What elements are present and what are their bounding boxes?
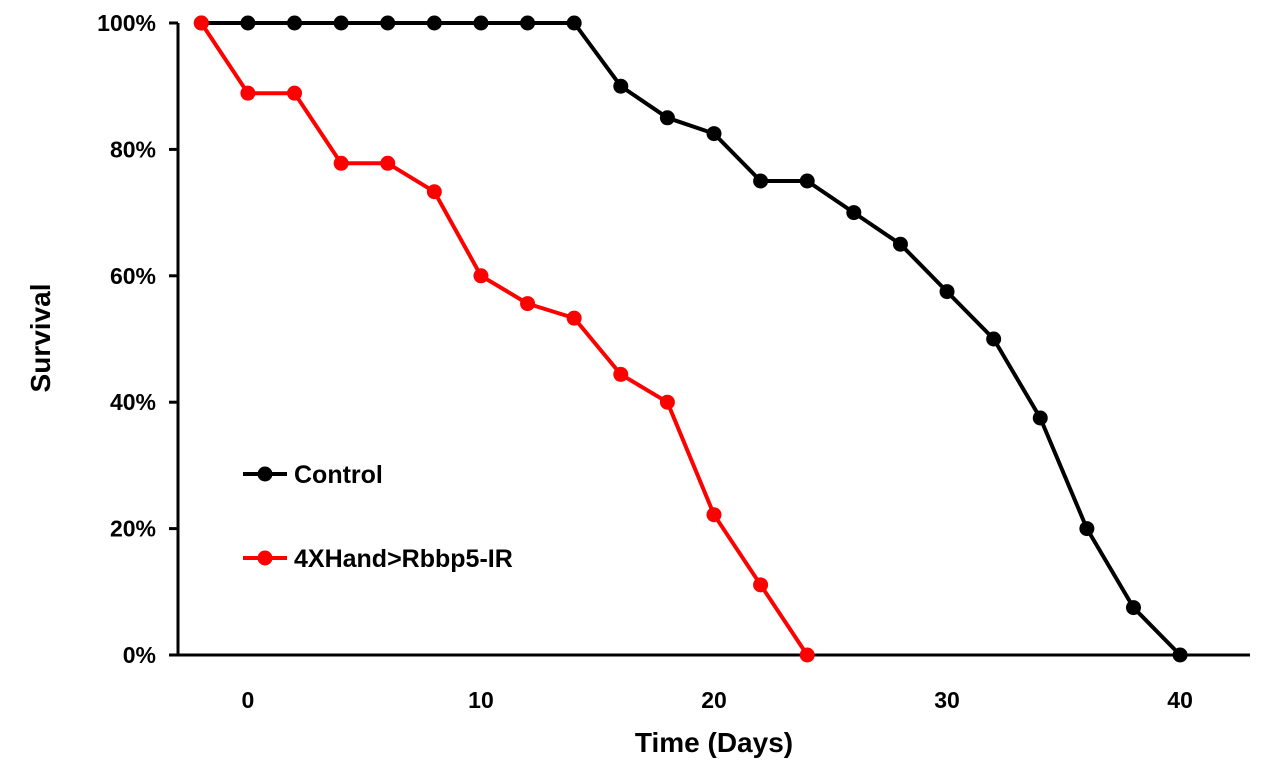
- series-0: [193, 15, 1188, 663]
- data-point: [799, 173, 815, 189]
- data-point: [193, 15, 209, 31]
- data-point: [426, 184, 442, 200]
- data-point: [753, 173, 769, 189]
- series: [193, 15, 1188, 663]
- data-point: [380, 155, 396, 171]
- x-tick-label: 40: [1167, 687, 1193, 713]
- data-point: [799, 647, 815, 663]
- x-tick-label: 30: [934, 687, 960, 713]
- data-point: [566, 15, 582, 31]
- axes: [176, 23, 1250, 657]
- x-tick-label: 0: [242, 687, 255, 713]
- data-point: [380, 15, 396, 31]
- data-point: [287, 85, 303, 101]
- y-tick-label: 100%: [97, 10, 156, 36]
- data-point: [287, 15, 303, 31]
- data-point: [1079, 521, 1095, 537]
- data-point: [986, 331, 1002, 347]
- data-point: [659, 394, 675, 410]
- data-point: [659, 110, 675, 126]
- data-point: [1172, 647, 1188, 663]
- x-tick-label: 20: [701, 687, 727, 713]
- legend: Control 4XHand>Rbbp5-IR: [243, 461, 513, 573]
- ticks: 0% 20% 40% 60% 80% 100% 0 10 20 30 40: [97, 10, 1193, 713]
- legend-marker: [257, 550, 273, 566]
- data-point: [892, 236, 908, 252]
- data-point: [426, 15, 442, 31]
- data-point: [939, 284, 955, 300]
- series-line: [199, 21, 809, 657]
- series-line: [201, 21, 1182, 657]
- data-point: [706, 126, 722, 142]
- data-point: [846, 205, 862, 221]
- data-point: [240, 85, 256, 101]
- series-1: [193, 15, 815, 663]
- data-point: [706, 507, 722, 523]
- y-tick-label: 40%: [110, 389, 156, 415]
- data-point: [613, 366, 629, 382]
- legend-label: Control: [294, 461, 383, 489]
- data-point: [520, 15, 536, 31]
- x-tick-label: 10: [468, 687, 494, 713]
- y-tick-label: 80%: [110, 136, 156, 162]
- legend-marker: [257, 466, 273, 482]
- data-point: [333, 15, 349, 31]
- y-tick-label: 20%: [110, 516, 156, 542]
- data-point: [333, 155, 349, 171]
- data-point: [240, 15, 256, 31]
- data-point: [1125, 600, 1141, 616]
- legend-item: Control: [243, 461, 383, 489]
- legend-item: 4XHand>Rbbp5-IR: [243, 545, 513, 573]
- x-axis-title: Time (Days): [635, 727, 793, 758]
- y-tick-label: 60%: [110, 263, 156, 289]
- data-point: [566, 310, 582, 326]
- y-axis-title: Survival: [25, 284, 56, 393]
- data-point: [613, 78, 629, 94]
- data-point: [520, 296, 536, 312]
- data-point: [473, 268, 489, 284]
- y-tick-label: 0%: [123, 642, 156, 668]
- data-point: [753, 577, 769, 593]
- data-point: [1032, 410, 1048, 426]
- legend-label: 4XHand>Rbbp5-IR: [294, 545, 513, 573]
- data-point: [473, 15, 489, 31]
